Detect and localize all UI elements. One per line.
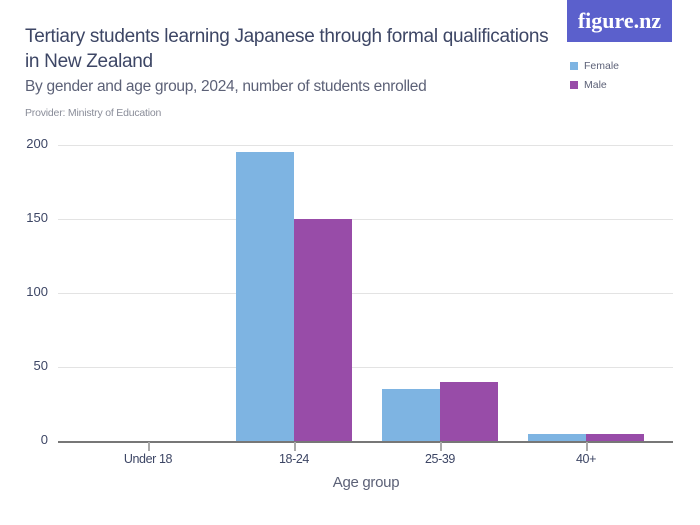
gridline [58, 293, 673, 294]
y-tick-label: 100 [26, 284, 48, 299]
gridline [58, 145, 673, 146]
x-tick [586, 442, 588, 451]
legend: Female Male [570, 56, 619, 94]
bar-male[interactable] [586, 433, 644, 441]
x-axis-title: Age group [332, 474, 400, 491]
figure-nz-logo[interactable]: figure.nz [567, 0, 672, 42]
legend-label: Male [584, 78, 607, 91]
bar-male[interactable] [294, 219, 352, 441]
x-tick-label: Under 18 [123, 452, 173, 466]
y-tick-label: 150 [26, 210, 48, 225]
y-tick-label: 0 [40, 432, 48, 447]
x-tick-label: 25-39 [425, 452, 455, 466]
x-tick [148, 442, 150, 451]
legend-label: Female [584, 59, 620, 72]
male-swatch [570, 80, 578, 89]
legend-item-female: Female [570, 56, 619, 75]
y-tick-label: 200 [26, 136, 48, 151]
x-axis [58, 441, 673, 443]
bar-female[interactable] [382, 389, 440, 441]
bar-female[interactable] [528, 433, 586, 441]
x-tick-label: 18-24 [279, 452, 309, 466]
x-tick [440, 442, 442, 451]
legend-item-male: Male [570, 75, 619, 94]
chart-title: Tertiary students learning Japanese thro… [25, 26, 549, 72]
provider-text: Provider: Ministry of Education [25, 107, 162, 119]
bar-female[interactable] [236, 152, 294, 441]
y-tick-label: 50 [33, 358, 48, 373]
bar-male[interactable] [440, 381, 498, 441]
gridline [58, 219, 673, 220]
female-swatch [570, 61, 578, 70]
x-tick-label: 40+ [575, 452, 596, 466]
gridline [58, 367, 673, 368]
chart-subtitle: By gender and age group, 2024, number of… [25, 78, 427, 95]
x-tick [294, 442, 296, 451]
